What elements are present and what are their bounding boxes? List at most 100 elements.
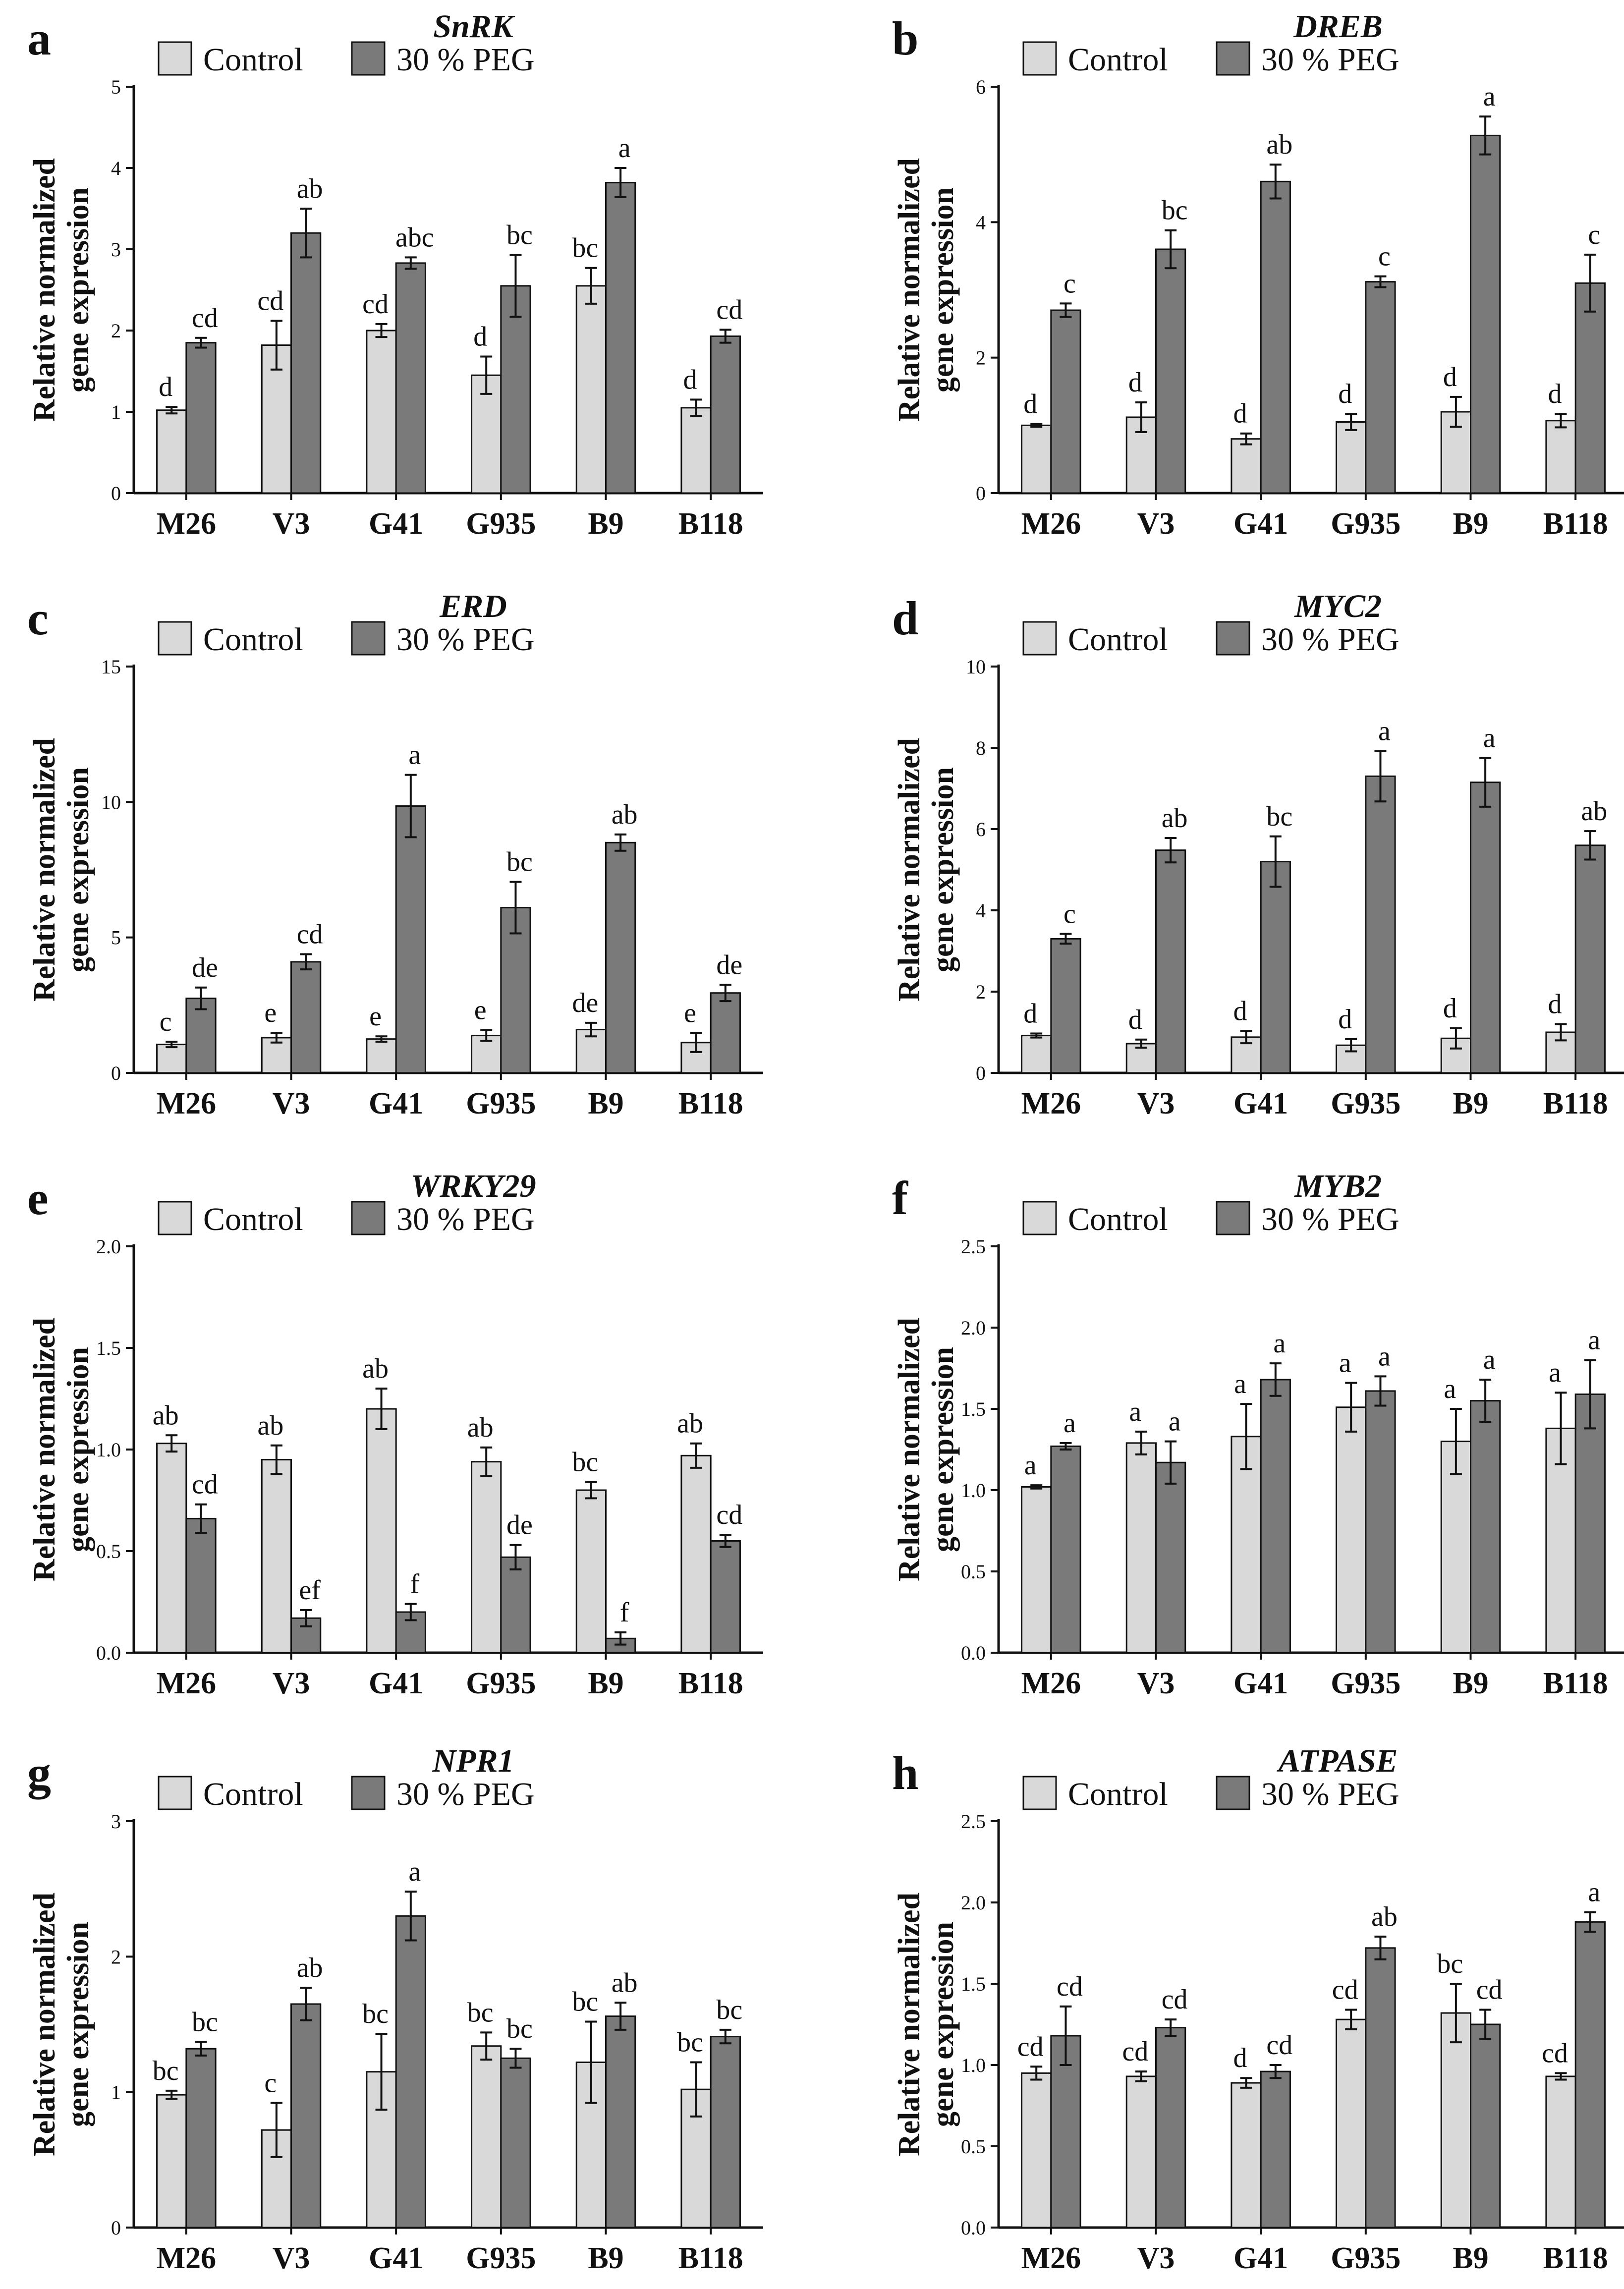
x-tick-label: B118 <box>678 2241 743 2275</box>
x-tick-label: V3 <box>1137 1667 1175 1700</box>
control-bar <box>156 409 187 494</box>
control-bar <box>1231 2082 1262 2229</box>
y-axis-label-line1: Relative normalized <box>893 158 926 422</box>
x-tick-label: V3 <box>1137 1087 1175 1120</box>
significance-letter: ab <box>153 1400 179 1431</box>
legend-swatch-peg <box>351 1201 386 1235</box>
panel-d: d MYC2 Relative normalized gene expression 0… <box>892 588 1624 1120</box>
control-bar <box>156 1044 187 1074</box>
y-tick-label: 0.5 <box>961 1561 986 1583</box>
peg-bar <box>1574 1393 1606 1654</box>
significance-letter: ab <box>467 1412 494 1443</box>
y-axis-label-line2: gene expression <box>61 187 95 392</box>
x-tick-label: G935 <box>466 1087 536 1120</box>
x-tick-label: V3 <box>1137 2241 1175 2275</box>
peg-bar <box>290 2003 322 2229</box>
legend-swatch-peg <box>351 41 386 76</box>
significance-letter: d <box>1443 362 1457 392</box>
legend-label-control: Control <box>1068 1201 1168 1237</box>
significance-letter: c <box>1064 268 1076 299</box>
y-tick-label: 1 <box>111 2081 121 2104</box>
y-axis-label-line1: Relative normalized <box>28 738 61 1002</box>
panel-e: e WRKY29 Relative normalized gene expressio… <box>27 1168 763 1700</box>
significance-letter: c <box>1588 220 1600 250</box>
control-bar <box>1545 2075 1576 2229</box>
y-tick-label: 0.5 <box>961 2135 986 2158</box>
legend-swatch-control <box>158 41 192 76</box>
peg-bar <box>710 2036 741 2229</box>
significance-letter: a <box>1234 1369 1246 1399</box>
peg-bar <box>290 961 322 1074</box>
x-tick-label: V3 <box>273 507 310 541</box>
chart-title: DREB <box>1293 8 1383 45</box>
significance-letter: de <box>716 949 742 980</box>
significance-letter: ab <box>1581 796 1607 827</box>
y-axis-label-line1: Relative normalized <box>893 1893 926 2156</box>
significance-letter: d <box>159 372 172 402</box>
y-tick-label: 2.0 <box>96 1235 121 1258</box>
y-tick-label: 6 <box>976 818 986 840</box>
x-tick-label: B118 <box>678 507 743 541</box>
significance-letter: a <box>1444 1374 1456 1404</box>
peg-bar <box>710 335 741 494</box>
legend-swatch-peg <box>1216 1201 1250 1235</box>
y-tick-label: 2.0 <box>961 1317 986 1339</box>
significance-letter: d <box>1233 996 1247 1027</box>
significance-letter: ab <box>1162 803 1188 834</box>
legend-label-control: Control <box>203 1776 303 1812</box>
x-tick-label: M26 <box>157 1087 217 1120</box>
peg-bar <box>1574 1921 1606 2229</box>
peg-bar <box>500 1556 531 1654</box>
significance-letter: a <box>1588 1325 1600 1356</box>
x-tick-label: G41 <box>1233 507 1288 541</box>
y-tick-label: 0 <box>976 1062 986 1084</box>
significance-letter: de <box>572 988 598 1018</box>
peg-bar <box>185 342 217 494</box>
peg-bar <box>1470 782 1501 1074</box>
control-bar <box>680 1454 712 1654</box>
y-tick-label: 0 <box>976 482 986 504</box>
significance-letter: d <box>1023 998 1037 1029</box>
x-tick-label: G41 <box>369 1087 423 1120</box>
peg-bar <box>1574 282 1606 494</box>
peg-bar <box>1470 1400 1501 1654</box>
x-tick-label: G41 <box>369 2241 423 2275</box>
peg-bar <box>1155 248 1186 494</box>
y-tick-label: 1.0 <box>96 1439 121 1461</box>
legend-swatch-peg <box>1216 41 1250 76</box>
significance-letter: abc <box>395 222 434 253</box>
significance-letter: bc <box>153 2056 179 2086</box>
legend-swatch-control <box>1022 621 1057 656</box>
control-bar <box>575 1489 607 1654</box>
x-tick-label: B118 <box>678 1667 743 1700</box>
legend-label-control: Control <box>203 1201 303 1237</box>
legend-swatch-control <box>158 1776 192 1810</box>
x-tick-label: M26 <box>157 507 217 541</box>
legend-label-peg: 30 % PEG <box>396 42 535 78</box>
legend-label-peg: 30 % PEG <box>1261 1201 1400 1237</box>
peg-bar <box>1155 2027 1186 2229</box>
y-axis-label-line1: Relative normalized <box>28 1318 61 1581</box>
significance-letter: a <box>1588 1877 1600 1908</box>
significance-letter: bc <box>192 2007 218 2038</box>
peg-bar <box>1155 1461 1186 1654</box>
legend-label-peg: 30 % PEG <box>1261 1776 1400 1812</box>
x-tick-label: B118 <box>1543 1667 1608 1700</box>
y-tick-label: 15 <box>101 656 121 678</box>
x-tick-label: G935 <box>466 1667 536 1700</box>
peg-bar <box>1260 2070 1291 2229</box>
peg-bar <box>1470 134 1501 494</box>
significance-letter: cd <box>1266 2030 1292 2061</box>
x-tick-label: G935 <box>1331 2241 1400 2275</box>
x-tick-label: M26 <box>157 2241 217 2275</box>
legend-label-peg: 30 % PEG <box>396 1201 535 1237</box>
y-tick-label: 0.0 <box>961 2217 986 2239</box>
significance-letter: bc <box>572 233 598 264</box>
panel-letter: e <box>27 1172 49 1225</box>
control-bar <box>1336 1406 1367 1654</box>
panel-h: h ATPASE Relative normalized gene expressio… <box>892 1743 1624 2275</box>
control-bar <box>1231 438 1262 494</box>
legend-label-peg: 30 % PEG <box>1261 621 1400 658</box>
